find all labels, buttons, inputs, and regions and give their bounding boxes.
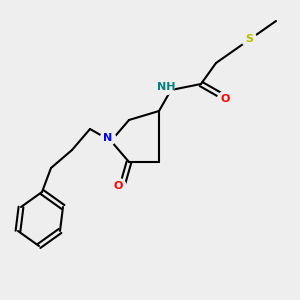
Text: S: S bbox=[245, 34, 253, 44]
Circle shape bbox=[159, 80, 174, 94]
Text: NH: NH bbox=[157, 82, 176, 92]
Text: N: N bbox=[103, 133, 112, 143]
Circle shape bbox=[242, 32, 256, 46]
Text: O: O bbox=[220, 94, 230, 104]
Circle shape bbox=[218, 92, 232, 106]
Circle shape bbox=[100, 130, 116, 146]
Text: O: O bbox=[114, 181, 123, 191]
Circle shape bbox=[111, 178, 126, 194]
